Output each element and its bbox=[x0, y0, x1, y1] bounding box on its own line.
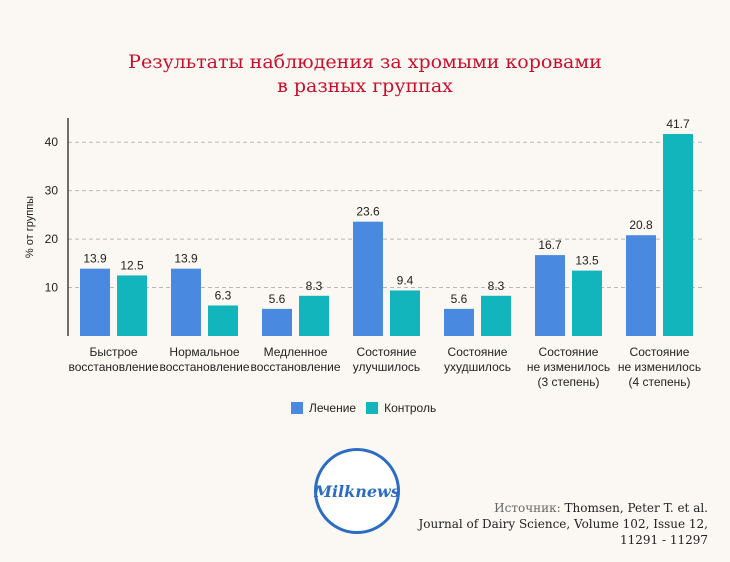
data-label: 23.6 bbox=[356, 205, 380, 219]
chart-title: Результаты наблюдения за хромыми коровам… bbox=[0, 50, 730, 98]
data-label: 41.7 bbox=[666, 117, 690, 131]
bar-control bbox=[481, 295, 511, 336]
milknews-logo: Milknews bbox=[314, 448, 400, 534]
data-label: 8.3 bbox=[488, 279, 505, 293]
bar-treatment bbox=[626, 235, 656, 336]
data-label: 13.5 bbox=[575, 254, 599, 268]
legend-item-control: Контроль bbox=[366, 401, 436, 415]
chart-legend: Лечение Контроль bbox=[291, 401, 436, 415]
legend-label-control: Контроль bbox=[384, 401, 437, 415]
y-tick-label: 30 bbox=[45, 184, 59, 198]
legend-label-treatment: Лечение bbox=[309, 401, 357, 415]
legend-swatch-control bbox=[366, 402, 379, 414]
chart-title-line2: в разных группах bbox=[277, 75, 453, 97]
data-label: 13.9 bbox=[174, 252, 198, 266]
source-citation: Источник: Thomsen, Peter T. et al. Journ… bbox=[419, 500, 709, 548]
bar-treatment bbox=[80, 268, 110, 336]
data-label: 5.6 bbox=[451, 292, 468, 306]
x-tick-label: Состояние не изменилось (4 степень) bbox=[618, 345, 701, 389]
logo-text: Milknews bbox=[314, 481, 400, 501]
bar-control bbox=[572, 270, 602, 336]
chart-title-line1: Результаты наблюдения за хромыми коровам… bbox=[128, 51, 602, 73]
bar-treatment bbox=[535, 255, 565, 336]
bar-treatment bbox=[262, 308, 292, 336]
bar-treatment bbox=[171, 268, 201, 336]
legend-swatch-treatment bbox=[291, 402, 303, 414]
y-tick-label: 20 bbox=[45, 232, 59, 246]
data-label: 20.8 bbox=[629, 218, 653, 232]
data-label: 13.9 bbox=[83, 252, 107, 266]
source-authors: Thomsen, Peter T. et al. bbox=[564, 501, 708, 515]
source-journal: Journal of Dairy Science, Volume 102, Is… bbox=[418, 517, 709, 531]
bar-control bbox=[208, 305, 238, 336]
bar-control bbox=[390, 290, 420, 336]
x-tick-label: Быстрое восстановление bbox=[68, 345, 158, 374]
y-axis-title: % от группы bbox=[24, 196, 36, 258]
bar-treatment bbox=[444, 308, 474, 336]
x-tick-label: Состояние улучшилось bbox=[353, 345, 420, 374]
data-label: 9.4 bbox=[397, 273, 414, 287]
data-label: 8.3 bbox=[306, 279, 323, 293]
data-label: 16.7 bbox=[538, 238, 562, 252]
bar-control bbox=[117, 275, 147, 336]
bar-chart: 10 20 30 40 % от группы 13.9 12.5 Быстрое восста… bbox=[24, 117, 705, 389]
legend-item-treatment: Лечение bbox=[291, 401, 356, 415]
y-tick-label: 40 bbox=[45, 135, 59, 149]
data-label: 5.6 bbox=[269, 292, 286, 306]
data-label: 6.3 bbox=[215, 288, 232, 302]
data-label: 12.5 bbox=[120, 258, 144, 272]
y-tick-label: 10 bbox=[45, 281, 59, 295]
x-tick-label: Состояние не изменилось (3 степень) bbox=[527, 345, 610, 389]
source-label: Источник: bbox=[494, 501, 561, 515]
source-pages: 11291 - 11297 bbox=[619, 533, 708, 547]
x-tick-label: Состояние ухудшилось bbox=[444, 345, 511, 374]
x-tick-label: Медленное восстановление bbox=[250, 345, 340, 374]
bar-control bbox=[663, 133, 693, 336]
x-tick-label: Нормальное восстановление bbox=[159, 345, 249, 374]
bar-control bbox=[299, 295, 329, 336]
bar-treatment bbox=[353, 221, 383, 336]
